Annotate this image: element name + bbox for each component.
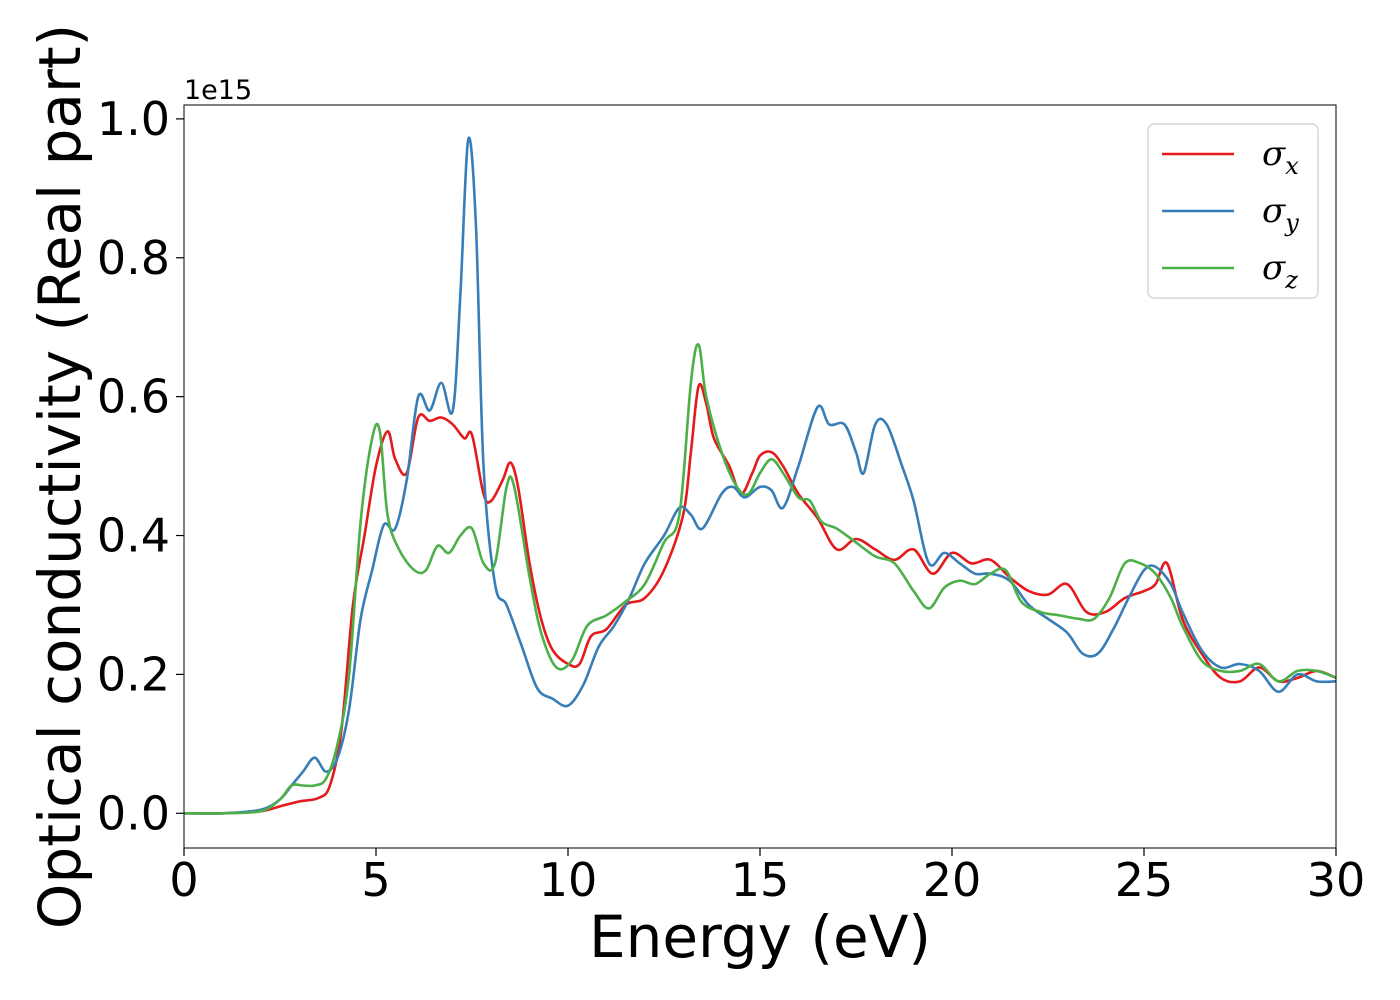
y-tick-label: 0.8	[97, 231, 170, 285]
x-tick-label: 0	[169, 853, 198, 907]
legend-label-z: σz	[1262, 248, 1298, 294]
y-axis-offset-text: 1e15	[184, 75, 252, 106]
x-axis-label: Energy (eV)	[589, 903, 931, 971]
legend-label-x: σx	[1262, 134, 1299, 180]
x-tick-label: 25	[1115, 853, 1174, 907]
series-line-x	[184, 382, 1336, 815]
series-line-z	[184, 343, 1336, 815]
y-tick-label: 0.0	[97, 786, 170, 840]
x-tick-label: 20	[923, 853, 982, 907]
y-axis: 0.0 0.2 0.4 0.6 0.8 1.0	[97, 92, 184, 840]
y-axis-label: Optical conductivity (Real part)	[26, 24, 94, 929]
series-layer	[184, 136, 1336, 815]
series-line-y	[184, 136, 1336, 815]
x-tick-label: 30	[1307, 853, 1366, 907]
x-axis: 0 5 10 15 20 25 30	[169, 848, 1365, 907]
y-tick-label: 0.6	[97, 370, 170, 424]
x-tick-label: 5	[361, 853, 390, 907]
y-tick-label: 0.2	[97, 647, 170, 701]
legend: σx σy σz	[1147, 123, 1319, 299]
x-tick-label: 15	[731, 853, 790, 907]
legend-label-y: σy	[1262, 191, 1299, 237]
x-tick-label: 10	[539, 853, 598, 907]
y-tick-label: 0.4	[97, 509, 170, 563]
y-tick-label: 1.0	[97, 92, 170, 146]
